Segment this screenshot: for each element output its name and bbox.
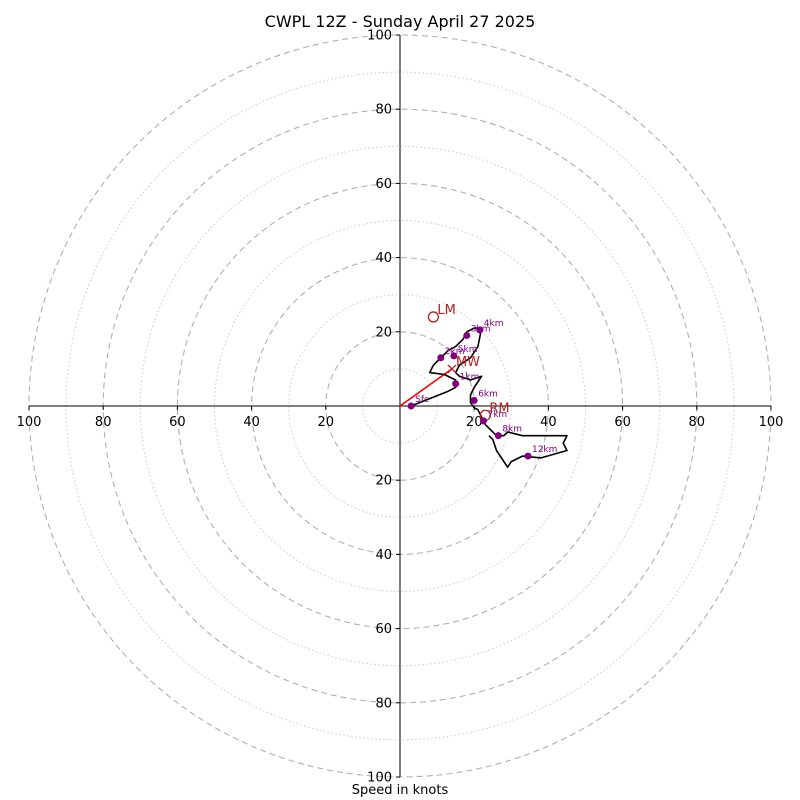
x-axis-label: Speed in knots xyxy=(351,783,449,798)
height-marker-dot xyxy=(476,326,484,334)
y-tick-label: 40 xyxy=(375,251,392,266)
hodograph-line xyxy=(410,327,568,469)
chart-title: CWPL 12Z - Sunday April 27 2025 xyxy=(264,12,536,31)
y-tick-label: 40 xyxy=(375,548,392,563)
height-marker-dot xyxy=(437,354,445,362)
height-marker-dot xyxy=(407,402,415,410)
x-tick-label: 100 xyxy=(17,415,42,430)
x-tick-label: 20 xyxy=(318,415,335,430)
height-marker-dot xyxy=(463,332,471,340)
storm-motion-marker-mw xyxy=(447,364,457,374)
y-tick-label: 100 xyxy=(367,29,392,44)
height-marker-dot xyxy=(524,452,532,460)
storm-motion-label-lm: LM xyxy=(437,303,455,318)
x-tick-label: 80 xyxy=(689,415,706,430)
y-tick-label: 60 xyxy=(375,177,392,192)
x-tick-label: 60 xyxy=(614,415,631,430)
x-tick-label: 40 xyxy=(243,415,260,430)
y-tick-label: 60 xyxy=(375,622,392,637)
height-marker-dot xyxy=(479,417,487,425)
height-marker-label: 8km xyxy=(502,425,522,435)
height-marker-label: 7km xyxy=(487,410,507,420)
height-marker-dot xyxy=(470,396,478,404)
height-marker-label: 6km xyxy=(478,389,498,399)
tick-labels: 100 80 60 40 20 20 40 60 80 100 100 80 60 40 20 20 40 60 8… xyxy=(17,29,784,786)
height-markers: Sfc1km2km3km4km5km6km7km8km12km xyxy=(407,319,557,460)
x-tick-label: 100 xyxy=(759,415,784,430)
hodograph-trace xyxy=(410,327,568,469)
y-tick-label: 20 xyxy=(375,474,392,489)
height-marker-dot xyxy=(494,432,502,440)
y-tick-label: 80 xyxy=(375,696,392,711)
storm-motion-label-mw: MW xyxy=(456,355,480,370)
storm-motion-marker-lm xyxy=(427,311,440,323)
x-tick-label: 60 xyxy=(169,415,186,430)
y-tick-label: 100 xyxy=(367,771,392,786)
height-marker-label: Sfc xyxy=(415,395,429,405)
height-marker-dot xyxy=(450,352,458,360)
height-marker-label: 2km xyxy=(445,347,465,357)
height-marker-label: 4km xyxy=(484,319,504,329)
x-tick-label: 20 xyxy=(466,415,483,430)
storm-motion-label-rm: RM xyxy=(489,401,509,416)
storm-motions: LM RM MW xyxy=(427,303,510,421)
y-tick-label: 20 xyxy=(375,325,392,340)
height-marker-label: 1km xyxy=(460,373,480,383)
y-tick-label: 80 xyxy=(375,103,392,118)
height-marker-label: 12km xyxy=(532,445,557,455)
height-marker-dot xyxy=(452,380,460,388)
x-tick-label: 40 xyxy=(540,415,557,430)
height-marker-label: 5km xyxy=(458,345,478,355)
x-tick-label: 80 xyxy=(95,415,112,430)
